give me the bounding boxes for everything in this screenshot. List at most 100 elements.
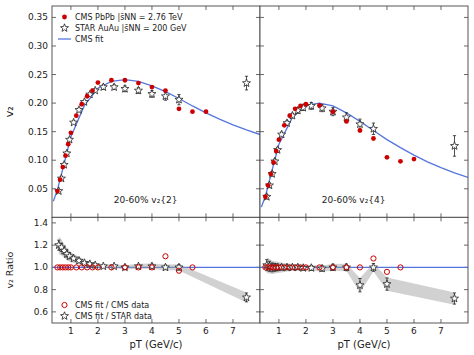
y-tick — [464, 74, 468, 75]
data-point — [134, 262, 142, 270]
data-point — [177, 106, 182, 111]
x-tick — [305, 319, 306, 323]
data-point — [190, 109, 195, 114]
x-tick — [305, 217, 306, 221]
x-tick — [305, 213, 306, 217]
data-point — [163, 88, 168, 93]
y-tick — [464, 45, 468, 46]
legend-symbol — [62, 15, 67, 20]
data-point — [99, 83, 107, 91]
y-tick — [52, 222, 56, 223]
data-point — [276, 265, 281, 270]
y-tick — [52, 160, 56, 161]
y-tick — [52, 131, 56, 132]
x-tick — [124, 213, 125, 217]
data-point — [298, 104, 303, 109]
data-point — [123, 78, 128, 83]
x-tick — [124, 217, 125, 221]
data-point — [58, 177, 63, 182]
x-tick — [151, 217, 152, 221]
data-point — [90, 88, 95, 93]
fit-line — [53, 80, 260, 202]
x-tick-label: 2 — [303, 326, 309, 336]
plot-background — [52, 6, 260, 217]
x-tick — [332, 319, 333, 323]
y-tick-label: 0.05 — [28, 184, 48, 194]
data-point — [371, 256, 376, 261]
data-point — [358, 128, 363, 133]
x-tick — [278, 213, 279, 217]
data-point — [271, 160, 276, 165]
data-point — [293, 106, 298, 111]
x-tick-label: 4 — [357, 326, 363, 336]
x-tick — [232, 319, 233, 323]
legend-entry: CMS fit / STAR data — [75, 312, 152, 321]
x-tick — [124, 6, 125, 10]
y-tick — [256, 245, 260, 246]
x-tick — [413, 217, 414, 221]
y-axis-label: v₂ — [3, 106, 16, 117]
y-tick — [260, 131, 264, 132]
x-tick — [178, 217, 179, 221]
data-point — [85, 265, 90, 270]
y-tick-label: 0.25 — [28, 70, 48, 80]
data-point — [109, 265, 114, 270]
plot-frame — [260, 6, 468, 217]
y-tick — [464, 289, 468, 290]
y-tick — [260, 74, 264, 75]
data-point — [150, 85, 155, 90]
data-point — [356, 120, 364, 128]
data-point — [66, 142, 71, 147]
legend-symbol — [58, 38, 71, 39]
x-tick — [151, 213, 152, 217]
legend-entry: STAR AuAu |s̄NN = 200 GeV — [75, 24, 187, 33]
y-tick — [52, 188, 56, 189]
axes: 12345670.60.81.01.21.4 — [34, 217, 260, 336]
x-tick — [278, 217, 279, 221]
x-tick — [151, 6, 152, 10]
data-point — [79, 265, 84, 270]
x-tick — [359, 213, 360, 217]
plot-data — [261, 102, 468, 207]
y-tick — [260, 222, 264, 223]
y-tick — [52, 45, 56, 46]
y-tick — [260, 160, 264, 161]
plot-background — [260, 6, 468, 217]
panel: 1234567pT (GeV/c) — [260, 217, 468, 350]
y-tick — [464, 222, 468, 223]
y-tick — [256, 131, 260, 132]
y-tick-label: 0.30 — [28, 41, 48, 51]
x-tick-label: 3 — [330, 326, 336, 336]
x-tick — [332, 217, 333, 221]
legend-entry: CMS fit — [75, 35, 103, 44]
data-point — [55, 187, 63, 195]
y-tick — [256, 311, 260, 312]
data-point — [266, 183, 271, 188]
y-tick — [260, 103, 264, 104]
data-point — [278, 130, 286, 138]
x-tick — [440, 213, 441, 217]
x-axis-label: pT (GeV/c) — [337, 339, 390, 350]
data-point — [317, 103, 322, 108]
data-point — [329, 263, 337, 271]
data-point — [398, 265, 403, 270]
data-point — [274, 149, 279, 154]
x-tick — [305, 6, 306, 10]
x-tick — [232, 6, 233, 10]
y-tick — [256, 74, 260, 75]
data-point — [274, 146, 282, 154]
x-axis-label: pT (GeV/c) — [129, 339, 182, 350]
data-point — [287, 265, 292, 270]
y-tick-label: 0.6 — [34, 307, 49, 317]
x-tick — [278, 319, 279, 323]
data-point — [57, 174, 65, 182]
data-point — [68, 265, 73, 270]
axes: 0.050.100.150.200.250.300.35 — [28, 6, 260, 217]
data-point — [357, 265, 362, 270]
x-tick — [332, 213, 333, 217]
data-point — [342, 263, 350, 271]
plot-frame — [52, 217, 260, 323]
data-point — [149, 265, 154, 270]
y-tick — [260, 17, 264, 18]
legend-entry: CMS PbPb |s̄NN = 2.76 TeV — [75, 13, 183, 22]
